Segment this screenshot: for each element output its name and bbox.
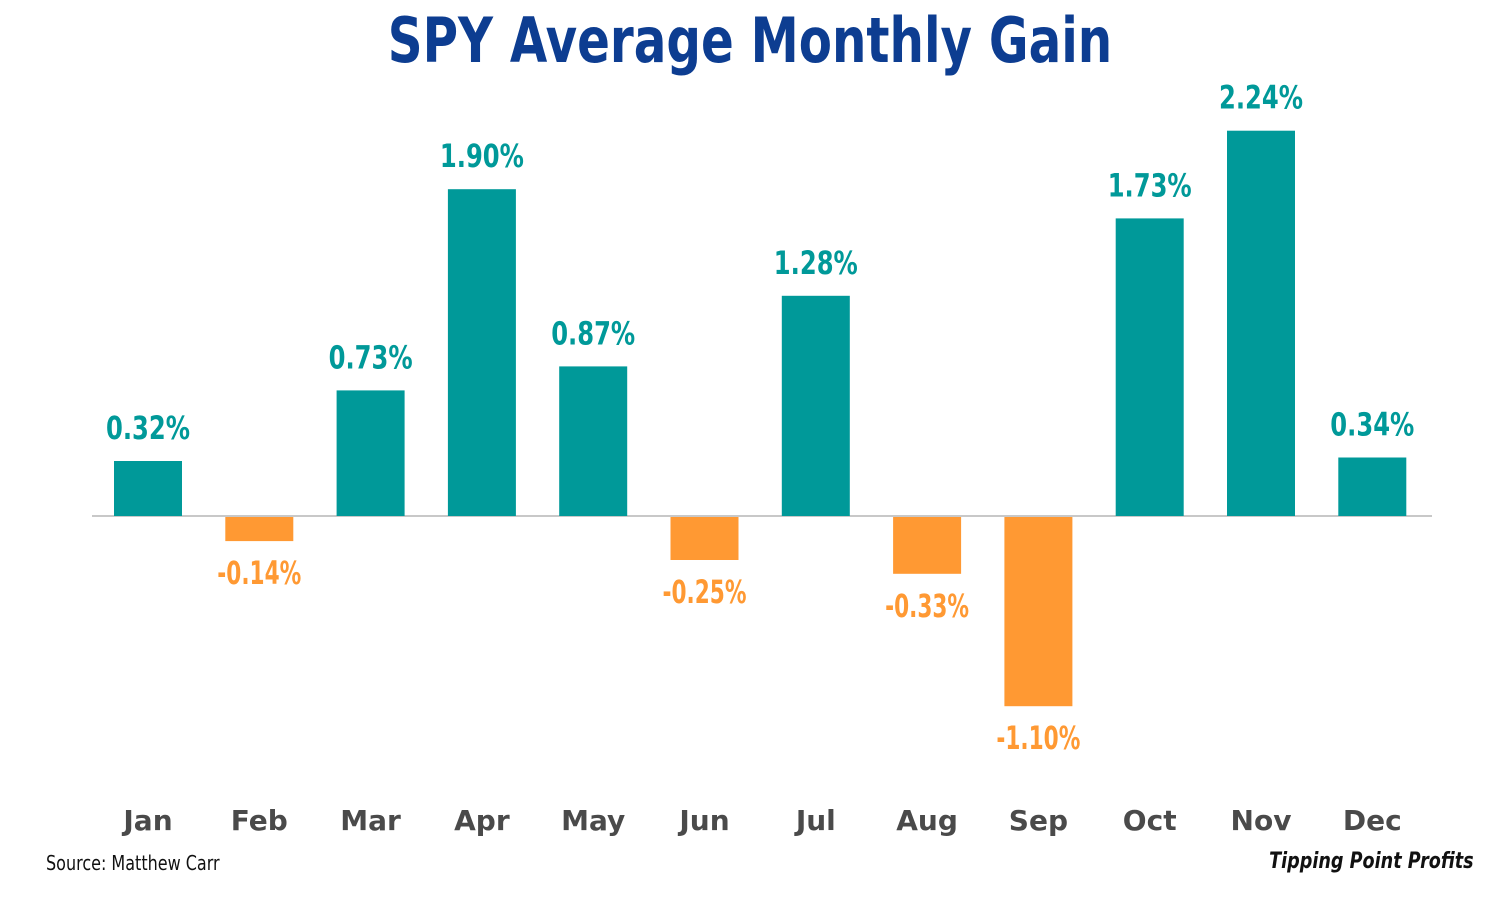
x-tick-label-apr: Apr — [454, 804, 510, 837]
x-tick-label-nov: Nov — [1231, 804, 1292, 837]
bar-oct — [1115, 218, 1184, 516]
x-tick-label-oct: Oct — [1123, 804, 1177, 837]
data-label-dec: 0.34% — [1330, 406, 1414, 444]
data-label-sep: -1.10% — [996, 719, 1080, 757]
x-tick-label-dec: Dec — [1343, 804, 1402, 837]
data-label-oct: 1.73% — [1108, 166, 1192, 204]
data-label-feb: -0.14% — [217, 554, 301, 592]
chart-title: SPY Average Monthly Gain — [387, 4, 1113, 77]
bar-aug — [893, 517, 962, 574]
bar-apr — [447, 189, 516, 516]
bar-feb — [225, 517, 294, 542]
source-note: Source: Matthew Carr — [46, 851, 220, 875]
data-label-mar: 0.73% — [329, 338, 413, 376]
bar-dec — [1338, 457, 1407, 516]
x-tick-label-may: May — [561, 804, 625, 837]
data-label-may: 0.87% — [551, 314, 635, 352]
x-tick-label-aug: Aug — [896, 804, 958, 837]
x-tick-label-jul: Jul — [794, 804, 836, 837]
data-label-jan: 0.32% — [106, 409, 190, 447]
x-tick-label-mar: Mar — [340, 804, 401, 837]
bar-mar — [336, 390, 405, 516]
data-label-aug: -0.33% — [885, 587, 969, 625]
data-label-jun: -0.25% — [663, 573, 747, 611]
bar-sep — [1004, 517, 1073, 707]
bar-jun — [670, 517, 739, 560]
x-tick-label-jan: Jan — [121, 804, 172, 837]
data-label-jul: 1.28% — [774, 244, 858, 282]
bar-may — [559, 366, 628, 516]
brand-label: Tipping Point Profits — [1269, 849, 1475, 874]
bar-jul — [781, 295, 850, 516]
bar-nov — [1227, 130, 1295, 516]
bar-jan — [114, 461, 182, 516]
data-label-apr: 1.90% — [440, 137, 524, 175]
x-tick-label-sep: Sep — [1009, 804, 1068, 837]
x-tick-label-feb: Feb — [231, 804, 288, 837]
x-tick-label-jun: Jun — [677, 804, 729, 837]
data-label-nov: 2.24% — [1219, 79, 1303, 117]
